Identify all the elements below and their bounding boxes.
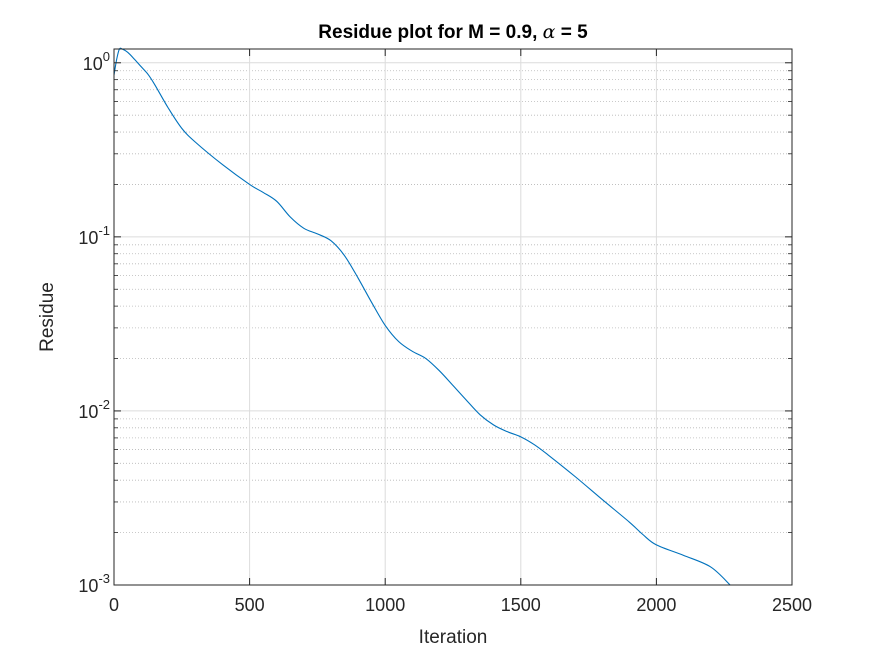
x-tick-label: 2000 xyxy=(636,595,676,615)
y-axis-label: Residue xyxy=(37,282,58,352)
chart-title: Residue plot for M = 0.9, α = 5 xyxy=(318,21,588,43)
chart-title-suffix: = 5 xyxy=(555,22,588,43)
y-tick-labels: 100 10-1 10-2 10-3 xyxy=(78,49,110,596)
x-tick-label: 1000 xyxy=(365,595,405,615)
axes-box xyxy=(113,48,793,586)
series-layer xyxy=(113,47,731,586)
x-tick-label: 1500 xyxy=(501,595,541,615)
tick-marks xyxy=(113,49,793,586)
residue-series-line xyxy=(113,47,731,586)
x-tick-label: 2500 xyxy=(772,595,812,615)
y-tick-label: 100 xyxy=(83,49,110,74)
chart-title-alpha-symbol: α xyxy=(543,21,556,43)
x-tick-label: 500 xyxy=(235,595,265,615)
minor-grid xyxy=(114,70,792,533)
y-tick-label: 10-2 xyxy=(78,397,110,422)
chart-title-prefix: Residue plot for M = 0.9, xyxy=(318,22,542,43)
x-tick-labels: 0 500 1000 1500 2000 2500 xyxy=(109,595,812,615)
plot-area xyxy=(114,49,792,585)
y-tick-label: 10-1 xyxy=(78,223,110,248)
x-tick-label: 0 xyxy=(109,595,119,615)
y-tick-label: 10-3 xyxy=(78,571,110,596)
x-axis-label: Iteration xyxy=(419,627,488,648)
